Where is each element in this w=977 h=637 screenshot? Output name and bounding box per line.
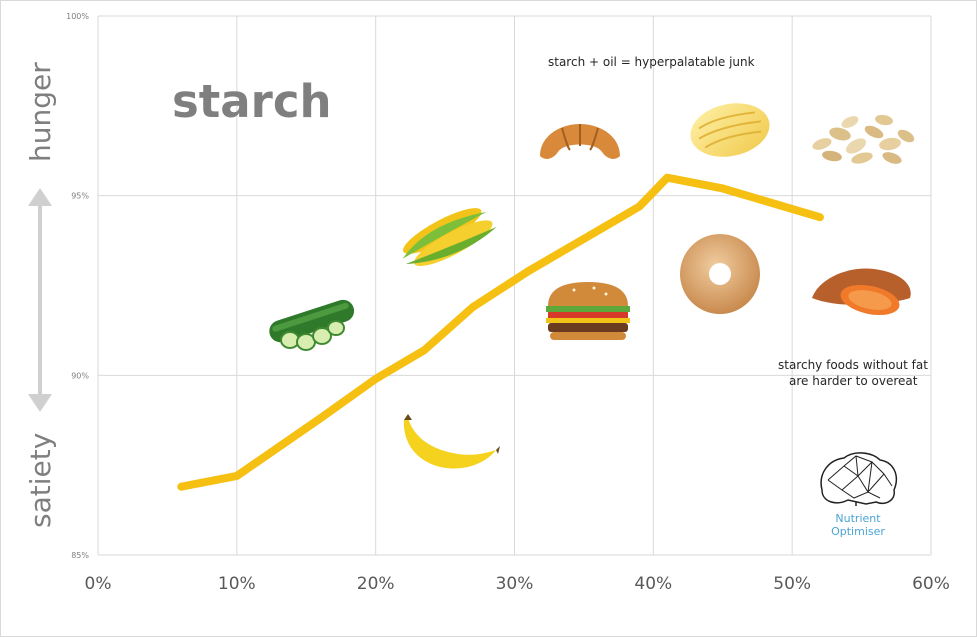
x-tick-label: 10% [218, 574, 256, 594]
y-tick-label: 85% [71, 551, 89, 560]
annotation-right-line1: starchy foods without fat [778, 358, 928, 372]
y-tick-label: 95% [71, 192, 89, 201]
y-tick-label: 90% [71, 371, 89, 380]
logo-text-line1: Nutrient [835, 512, 881, 525]
y-label-bottom: satiety [24, 433, 57, 528]
cucumber-icon [269, 299, 355, 351]
chart-title: starch [172, 75, 332, 128]
y-tick-label: 100% [66, 12, 89, 21]
croissant-icon [540, 124, 620, 159]
banana-icon [403, 414, 500, 469]
y-label-top: hunger [24, 62, 57, 162]
series-line [177, 173, 824, 491]
annotation-right-line2: are harder to overeat [789, 374, 918, 388]
x-tick-label: 20% [357, 574, 395, 594]
oats-icon [812, 114, 915, 164]
x-tick-labels: 0% 10% 20% 30% 40% 50% 60% [85, 574, 950, 594]
x-tick-label: 50% [773, 574, 811, 594]
x-tick-label: 40% [634, 574, 672, 594]
potato-chip-icon [690, 103, 770, 157]
x-tick-label: 0% [85, 574, 112, 594]
annotation-top: starch + oil = hyperpalatable junk [548, 55, 755, 69]
brain-logo-icon [820, 452, 898, 506]
burger-icon [546, 282, 630, 340]
plot-grid [97, 15, 932, 556]
x-tick-label: 60% [912, 574, 950, 594]
y-tick-labels: 85% 90% 95% 100% [66, 12, 89, 560]
series-points [181, 177, 821, 487]
corn-icon [402, 208, 497, 267]
donut-icon [680, 234, 760, 314]
double-arrow-icon [28, 188, 52, 412]
x-tick-label: 30% [496, 574, 534, 594]
sweet-potato-icon [812, 268, 911, 316]
logo-text-line2: Optimiser [831, 525, 885, 538]
